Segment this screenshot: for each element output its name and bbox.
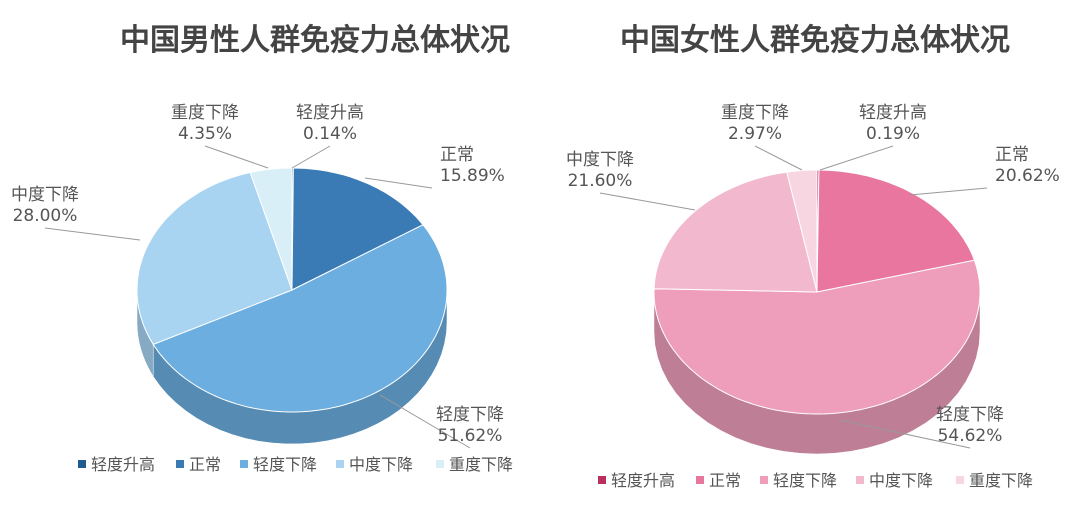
pie-slice-中度下降 [653,171,818,293]
legend-swatch [240,460,248,468]
leader-line [364,177,433,189]
slice-value-label: 0.14% [303,124,357,144]
legend-label: 中度下降 [349,455,413,474]
chart-title: 中国男性人群免疫力总体状况 [120,23,510,58]
slice-label: 重度下降 [721,103,789,123]
slice-label: 轻度升高 [296,103,364,123]
pie-slice-正常 [816,169,976,293]
slice-value-label: 28.00% [13,206,78,226]
legend-label: 轻度升高 [91,455,155,474]
slice-value-label: 2.97% [728,124,782,144]
legend-label: 正常 [709,471,741,490]
slice-label: 重度下降 [171,103,239,123]
slice-label: 中度下降 [11,185,79,205]
legend-label: 重度下降 [969,471,1033,490]
legend-swatch [598,476,606,484]
pie-slice-正常 [291,167,424,291]
slice-label: 正常 [440,145,474,165]
leader-line [204,145,269,169]
pie-slice-重度下降 [249,167,293,291]
leader-line [599,192,696,211]
slice-value-label: 51.62% [438,426,503,446]
legend-label: 轻度升高 [611,471,675,490]
slice-label: 轻度下降 [436,405,504,425]
leader-line [754,145,803,171]
legend-label: 中度下降 [869,471,933,490]
slice-value-label: 4.35% [178,124,232,144]
legend-swatch [856,476,864,484]
slice-label: 轻度升高 [859,103,927,123]
pie-slice-轻度下降 [152,224,448,413]
slice-value-label: 54.62% [938,426,1003,446]
leader-line [379,394,471,449]
legend-label: 重度下降 [449,455,513,474]
legend-swatch [436,460,444,468]
pie-slice-重度下降 [786,169,818,293]
legend-swatch [956,476,964,484]
legend-swatch [176,460,184,468]
legend-label: 正常 [189,455,221,474]
slice-value-label: 0.19% [866,124,920,144]
legend-label: 轻度下降 [773,471,837,490]
slice-label: 轻度下降 [936,405,1004,425]
slice-value-label: 21.60% [568,171,633,191]
leader-line [819,145,894,171]
pie-slice-轻度下降 [653,259,981,415]
legend-label: 轻度下降 [253,455,317,474]
leader-line [44,227,141,241]
leader-line [291,145,331,169]
legend-swatch [696,476,704,484]
slice-value-label: 15.89% [440,166,505,186]
pie-slice-中度下降 [136,171,293,346]
leader-line [839,419,971,449]
slice-label: 中度下降 [566,150,634,170]
legend-swatch [336,460,344,468]
slice-value-label: 20.62% [995,166,1060,186]
legend-swatch [78,460,86,468]
slice-label: 正常 [995,145,1029,165]
leader-line [909,187,988,196]
legend-swatch [760,476,768,484]
chart-title: 中国女性人群免疫力总体状况 [620,23,1010,58]
